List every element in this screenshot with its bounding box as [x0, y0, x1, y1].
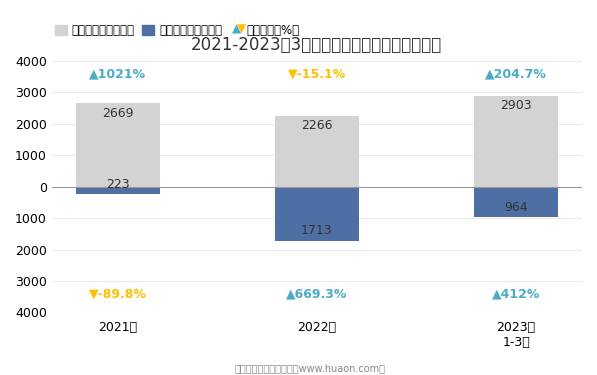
Bar [76, 187, 159, 194]
Title: 2021-2023年3月湖州保税物流中心进、出口额: 2021-2023年3月湖州保税物流中心进、出口额 [191, 36, 442, 54]
Bar [275, 116, 359, 187]
Legend: 出口总额（万美元）, 进口总额（万美元）, 同比增速（%）: 出口总额（万美元）, 进口总额（万美元）, 同比增速（%） [53, 22, 302, 39]
Text: ▲669.3%: ▲669.3% [286, 287, 347, 300]
Bar [76, 103, 159, 187]
Bar [474, 187, 558, 217]
Text: 223: 223 [106, 178, 130, 190]
Text: 964: 964 [504, 201, 528, 214]
Text: 2903: 2903 [500, 99, 532, 112]
Text: 2669: 2669 [102, 106, 133, 120]
Text: ▲1021%: ▲1021% [89, 68, 146, 80]
Text: ▼-15.1%: ▼-15.1% [288, 68, 346, 80]
Text: 制图：华经产业研究院（www.huaon.com）: 制图：华经产业研究院（www.huaon.com） [235, 363, 386, 373]
Text: ▲412%: ▲412% [492, 287, 540, 300]
Text: 2266: 2266 [301, 119, 333, 132]
Text: ▲204.7%: ▲204.7% [485, 68, 547, 80]
Bar [275, 187, 359, 241]
Text: ▼-89.8%: ▼-89.8% [89, 287, 147, 300]
Text: 1713: 1713 [301, 224, 333, 237]
Bar [474, 96, 558, 187]
